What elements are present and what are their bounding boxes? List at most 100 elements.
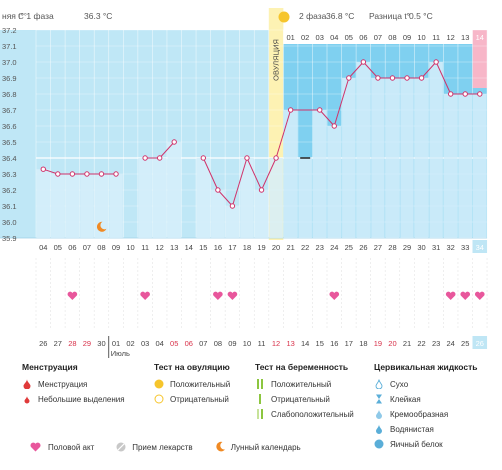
y-tick-label: 36.5 [2, 138, 17, 147]
date-label: 06 [185, 339, 193, 348]
date-label: 19 [374, 339, 382, 348]
cycle-day-label: 20 [272, 243, 280, 252]
egg-white-icon [374, 439, 384, 451]
cycle-day-label: 30 [417, 243, 425, 252]
legend-label: Положительный [271, 380, 332, 389]
temp-bar [138, 158, 152, 238]
date-label: 21 [403, 339, 411, 348]
temp-line-segment [319, 109, 335, 127]
y-tick-label: 36.7 [2, 106, 17, 115]
heart-icon [227, 291, 238, 300]
date-label: 05 [170, 339, 178, 348]
legend-label: Положительный [170, 380, 231, 389]
legend-ovulation-test: Тест на овуляцию Положительный Отрицател… [154, 362, 230, 407]
phase2-day-label: 06 [359, 33, 367, 42]
cycle-day-label: 05 [54, 243, 62, 252]
legend-cervical-eggwhite: Яичный белок [374, 437, 477, 452]
legend-cervical-watery: Водянистая [374, 422, 477, 437]
heart-icon [140, 291, 150, 300]
temp-point [55, 171, 61, 177]
half-drop-icon [374, 409, 384, 421]
date-label: 27 [54, 339, 62, 348]
phase2-day-label: 12 [447, 33, 455, 42]
legend-bottom: Половой акт Прием лекарств Лунный календ… [30, 441, 323, 454]
cycle-day-label: 04 [39, 243, 47, 252]
temp-line-segment [363, 61, 379, 79]
date-label: 18 [359, 339, 367, 348]
cycle-day-label: 11 [141, 243, 149, 252]
cycle-day-label: 12 [156, 243, 164, 252]
temp-point [404, 75, 410, 81]
difference-value: 0.5 °C [409, 11, 433, 21]
phase2-label: 2 фаза [299, 11, 327, 21]
phase2-day-label: 14 [476, 33, 484, 42]
date-label: 26 [476, 339, 484, 348]
cycle-day-label: 18 [243, 243, 251, 252]
date-label: 20 [388, 339, 396, 348]
temp-bar [371, 78, 385, 238]
date-label: 16 [330, 339, 338, 348]
cycle-day-label: 06 [68, 243, 76, 252]
date-label: 01 [112, 339, 120, 348]
temp-point [477, 91, 483, 97]
moon-icon [96, 221, 107, 232]
temp-bar [283, 110, 298, 238]
temp-point [331, 123, 337, 129]
phase2-day-label: 05 [345, 33, 353, 42]
temp-point [229, 203, 236, 209]
drop-outline-icon [374, 378, 384, 391]
cycle-day-label: 31 [432, 243, 440, 252]
temp-line-segment [159, 141, 175, 159]
cycle-day-label: 25 [345, 243, 353, 252]
heart-icon [474, 291, 485, 300]
temp-line-segment [348, 61, 364, 79]
temp-point [346, 75, 352, 81]
legend-pregnancy-positive: Положительный [255, 377, 354, 392]
legend-pregnancy-title: Тест на беременность [255, 362, 349, 372]
temp-point [317, 107, 323, 113]
cycle-day-label: 29 [403, 243, 411, 252]
legend-lunar: Лунный календарь [215, 441, 301, 454]
ovulation-sun-icon [278, 11, 290, 23]
temp-point [375, 75, 381, 81]
date-label: 22 [417, 339, 425, 348]
temp-bar [414, 78, 429, 238]
temp-point [258, 187, 265, 193]
phase2-day-label: 10 [417, 33, 425, 42]
legend-label: Сухо [390, 380, 409, 389]
cycle-day-label: 28 [388, 243, 396, 252]
date-label: 23 [432, 339, 440, 348]
phase2-day-label: 11 [432, 33, 440, 42]
temp-bar [152, 158, 167, 238]
sun-filled-icon [154, 379, 164, 391]
temp-bar [298, 158, 312, 238]
date-label: 14 [301, 339, 309, 348]
last-day-cell [472, 240, 488, 253]
phase2-day-label: 09 [403, 33, 411, 42]
phase2-day-label: 02 [301, 33, 309, 42]
temp-line-segment [421, 61, 437, 79]
temp-line-segment [231, 157, 248, 207]
temp-point [215, 187, 221, 193]
temp-bar [80, 174, 94, 238]
cycle-day-label: 17 [228, 243, 236, 252]
y-tick-label: 36.0 [2, 218, 17, 227]
legend-label: Клейкая [390, 395, 421, 404]
legend-menstruation-title: Менструация [22, 362, 78, 372]
y-tick-label: 37.2 [2, 26, 17, 35]
temp-point [113, 171, 119, 177]
date-label: 28 [68, 339, 76, 348]
cycle-day-label: 15 [199, 243, 207, 252]
heart-icon [213, 291, 223, 300]
date-label: 13 [286, 339, 294, 348]
temp-bar [443, 94, 458, 238]
date-label: 17 [345, 339, 353, 348]
temp-point [84, 171, 90, 177]
date-label: 26 [39, 339, 47, 348]
heart-icon [445, 291, 456, 300]
date-label: 11 [258, 339, 266, 348]
legend-pregnancy-test: Тест на беременность Положительный Отриц… [255, 362, 354, 422]
phase2-temp: 36.8 °C [326, 11, 354, 21]
y-tick-label: 36.4 [2, 154, 17, 163]
legend-cervical: Цервикальная жидкость Сухо Клейкая Кремо… [374, 362, 477, 452]
